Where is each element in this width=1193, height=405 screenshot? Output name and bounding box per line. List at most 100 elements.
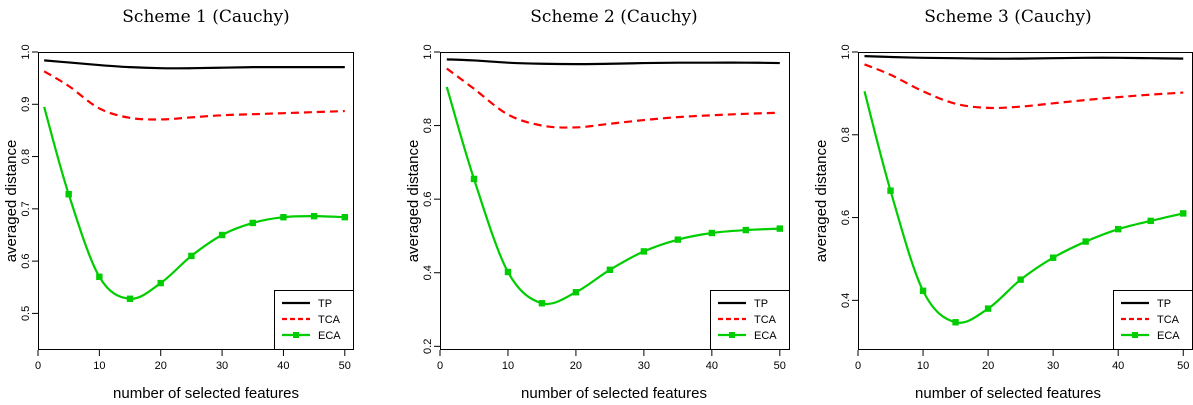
x-tick-label: 30 [638, 360, 650, 372]
series-line-eca [445, 86, 780, 306]
y-tick-label: 0.8 [20, 149, 32, 164]
x-tick-label: 40 [277, 360, 289, 372]
legend-marker-eca [1132, 332, 1138, 338]
plot-frame [440, 52, 790, 350]
data-point-eca [218, 231, 226, 239]
data-point-eca [504, 268, 512, 276]
data-point-eca [674, 236, 682, 243]
data-point-eca [188, 252, 195, 260]
data-point-eca [919, 287, 927, 295]
x-tick-label: 40 [706, 360, 718, 372]
x-tick-label: 30 [1047, 360, 1059, 372]
data-point-eca [538, 300, 546, 307]
legend-label-eca: ECA [754, 330, 777, 342]
series-line-tp [864, 55, 1184, 60]
series-line-tca [446, 67, 780, 129]
legend-label-tca: TCA [1157, 314, 1180, 326]
x-tick-label: 30 [216, 360, 228, 372]
x-tick-label: 0 [855, 360, 861, 372]
legend-box [274, 290, 354, 350]
series-line-eca [43, 106, 345, 300]
x-tick-label: 20 [155, 360, 167, 372]
data-point-eca [126, 295, 134, 302]
legend: TP TCA ECA [1113, 290, 1193, 350]
data-point-eca [952, 319, 959, 326]
data-point-eca [96, 273, 103, 281]
y-axis-label: averaged distance [3, 140, 20, 263]
data-point-eca [1049, 254, 1057, 261]
legend-label-tca: TCA [318, 314, 341, 326]
chart-title: Scheme 3 (Cauchy) [924, 7, 1091, 27]
data-point-eca [1082, 238, 1089, 245]
data-point-eca [572, 289, 580, 296]
data-point-eca [742, 226, 750, 234]
y-tick-label: 0.9 [20, 97, 32, 112]
legend-box [710, 290, 790, 350]
x-tick-label: 0 [35, 360, 41, 372]
x-tick-label: 50 [1177, 360, 1189, 372]
y-tick-label: 0.8 [840, 127, 852, 142]
y-tick-label: 0.6 [20, 253, 32, 268]
legend-marker-eca [293, 332, 299, 338]
series-line-tp [446, 58, 780, 66]
x-tick-label: 40 [1112, 360, 1124, 372]
y-axis-label: averaged distance [813, 140, 830, 263]
x-axis-label: number of selected features [521, 385, 707, 402]
data-point-eca [310, 212, 318, 220]
y-tick-label: 0.4 [422, 265, 434, 280]
legend-label-tca: TCA [754, 314, 777, 326]
data-point-eca [1180, 210, 1187, 217]
chart-title: Scheme 2 (Cauchy) [530, 7, 697, 27]
legend-label-eca: ECA [318, 330, 341, 342]
y-tick-label: 0.8 [422, 118, 434, 133]
data-point-eca [1114, 225, 1122, 233]
chart-panel-1: Scheme 1 (Cauchy) 0 10 20 30 40 50 0.5 0.6 0.7 0.8… [3, 7, 354, 402]
legend-marker-eca [729, 332, 735, 338]
legend-label-eca: ECA [1157, 330, 1180, 342]
data-point-eca [157, 279, 164, 287]
chart-panel-2: Scheme 2 (Cauchy) 0 10 20 30 40 50 0.2 0.4 0.6 0.8… [405, 7, 790, 402]
legend-label-tp: TP [318, 298, 332, 310]
data-point-eca [640, 248, 648, 255]
x-tick-label: 0 [437, 360, 443, 372]
legend-box [1113, 290, 1193, 350]
y-tick-label: 0.4 [840, 293, 852, 308]
legend-label-tp: TP [754, 298, 768, 310]
y-tick-label: 1.0 [422, 44, 434, 59]
y-tick-label: 0.7 [20, 201, 32, 216]
y-tick-label: 1.0 [20, 44, 32, 59]
plot-area [445, 58, 784, 307]
x-tick-label: 50 [774, 360, 786, 372]
data-point-eca [341, 214, 348, 221]
chart-title: Scheme 1 (Cauchy) [122, 7, 289, 27]
x-tick-label: 10 [502, 360, 514, 372]
y-axis-label: averaged distance [405, 140, 422, 263]
data-point-eca [280, 214, 287, 221]
series-line-eca [863, 91, 1184, 324]
legend-label-tp: TP [1157, 298, 1171, 310]
y-tick-label: 1.0 [840, 44, 852, 59]
plot-frame [38, 52, 354, 350]
x-tick-label: 10 [93, 360, 105, 372]
legend: TP TCA ECA [274, 290, 354, 350]
series-line-tp [44, 59, 345, 70]
data-point-eca [984, 305, 992, 312]
x-tick-label: 10 [917, 360, 929, 372]
x-tick-label: 20 [570, 360, 582, 372]
data-point-eca [708, 229, 716, 237]
series-line-tca [864, 63, 1184, 110]
data-point-eca [249, 219, 256, 227]
data-point-eca [606, 266, 614, 273]
data-point-eca [776, 225, 784, 232]
x-tick-label: 50 [339, 360, 351, 372]
y-tick-label: 0.5 [20, 306, 32, 321]
legend: TP TCA ECA [710, 290, 790, 350]
x-axis-label: number of selected features [113, 385, 299, 402]
data-point-eca [887, 187, 894, 194]
data-point-eca [1017, 276, 1024, 283]
y-tick-label: 0.2 [422, 339, 434, 354]
plot-area [43, 59, 348, 302]
x-tick-label: 20 [982, 360, 994, 372]
x-axis-label: number of selected features [915, 385, 1101, 402]
